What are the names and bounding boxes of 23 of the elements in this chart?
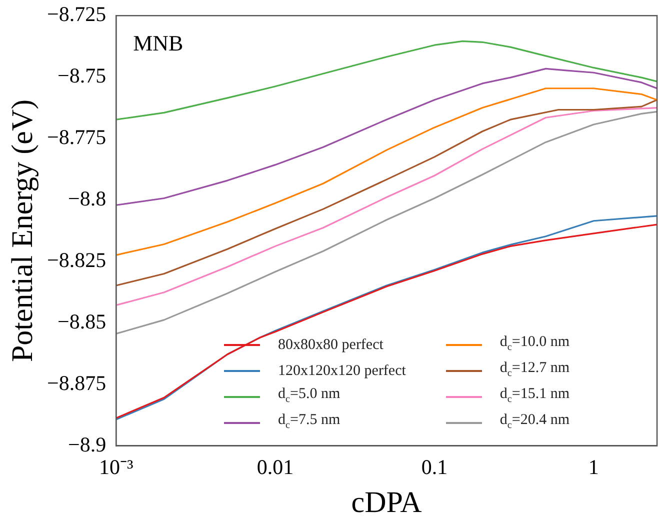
legend-label: 120x120x120 perfect: [278, 362, 406, 381]
annotation: MNB: [133, 30, 184, 56]
legend-label: d$_{c}$=5.0 nm: [278, 384, 340, 407]
legend-label: d$_{c}$=20.4 nm: [500, 410, 570, 433]
y-axis-title: Potential Energy (eV): [6, 99, 39, 362]
legend-label: d$_{c}$=7.5 nm: [278, 410, 340, 433]
x-tick-label: 1: [588, 454, 599, 479]
y-tick-label: −8.75: [58, 64, 106, 88]
x-axis-title: cDPA: [351, 486, 422, 519]
legend-label: 80x80x80 perfect: [278, 336, 384, 355]
x-tick-label: 0.01: [256, 454, 294, 479]
legend-label: d$_{c}$=15.1 nm: [500, 384, 570, 407]
x-tick-label: 10⁻³: [98, 454, 134, 479]
y-tick-label: −8.775: [47, 125, 106, 150]
legend-label: d$_{c}$=10.0 nm: [500, 332, 570, 355]
x-tick-label: 0.1: [421, 454, 448, 479]
y-tick-label: −8.875: [47, 370, 106, 395]
legend-label: d$_{c}$=12.7 nm: [500, 358, 570, 381]
y-tick-label: −8.9: [68, 432, 106, 456]
y-tick-label: −8.8: [68, 186, 106, 210]
y-tick-label: −8.725: [47, 2, 106, 26]
y-tick-label: −8.85: [58, 309, 106, 334]
y-tick-label: −8.825: [47, 248, 106, 272]
